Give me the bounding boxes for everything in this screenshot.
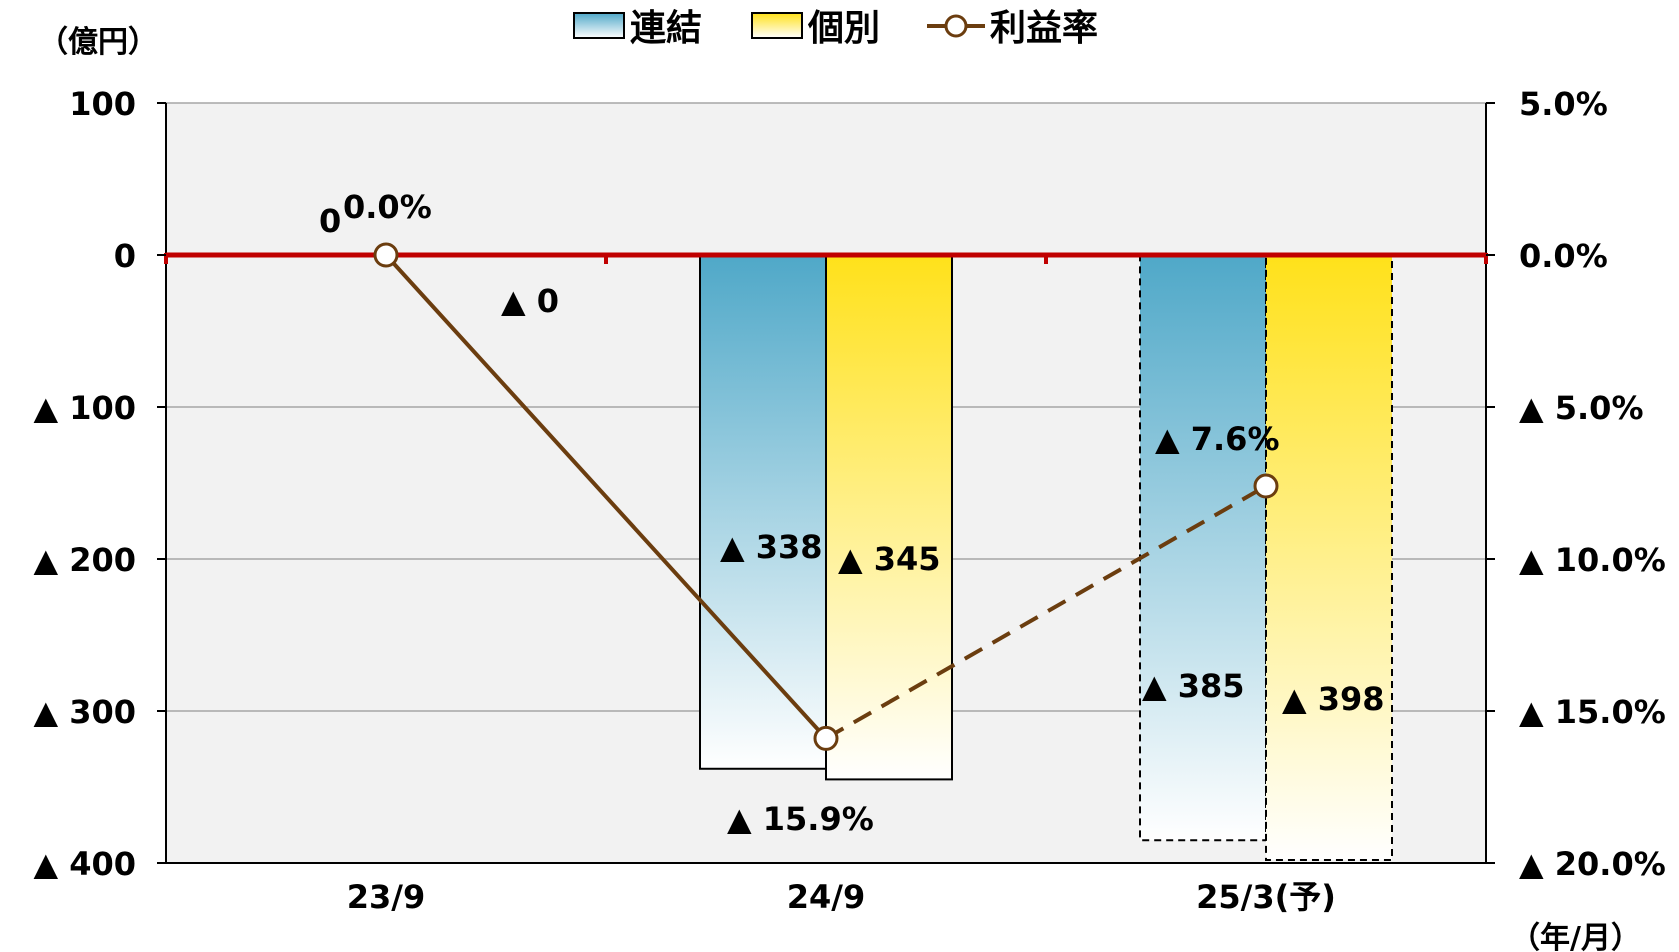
y-right-tick-label: ▲ 10.0%: [1519, 541, 1666, 579]
legend-marker-margin: [944, 14, 968, 38]
margin-label: 0.0%: [343, 188, 432, 226]
legend-label-consolidated: 連結: [630, 8, 702, 49]
bar-label-consolidated: ▲ 338: [720, 528, 823, 566]
y-right-tick-label: ▲ 5.0%: [1519, 389, 1644, 427]
y-left-tick-label: 100: [69, 85, 136, 123]
bar-label-consolidated: ▲ 385: [1142, 667, 1245, 705]
bar-label-standalone: ▲ 345: [838, 540, 941, 578]
y-right-tick-label: ▲ 20.0%: [1519, 845, 1666, 883]
x-unit-label: （年/月）: [1510, 921, 1641, 952]
margin-point: [813, 725, 839, 751]
legend-label-standalone: 個別: [807, 8, 880, 49]
x-tick-label: 24/9: [787, 878, 865, 916]
bar-standalone: [825, 254, 953, 781]
legend-swatch-consolidated: [573, 12, 625, 39]
margin-point: [373, 242, 399, 268]
margin-line-segment: [825, 484, 1267, 741]
y-left-tick-label: ▲ 100: [33, 389, 136, 427]
bar-standalone: [1265, 254, 1393, 861]
y-left-tick-label: 0: [114, 237, 136, 275]
legend: 連結 個別 利益率: [573, 8, 1098, 49]
x-tick-label: 25/3(予): [1196, 878, 1336, 916]
x-tick-label: 23/9: [347, 878, 425, 916]
y-right-tick-label: 5.0%: [1519, 85, 1608, 123]
y-right-tick-label: ▲ 15.0%: [1519, 693, 1666, 731]
margin-point: [1253, 473, 1279, 499]
y-right-tick-label: 0.0%: [1519, 237, 1608, 275]
data-labels: ▲ 0 ▲ 338 ▲ 385 0 ▲ 345 ▲ 398 0.0% ▲ 15.9% ▲ 7.6…: [319, 188, 1385, 838]
margin-line-segment: [384, 253, 828, 740]
y-left-tick-label: ▲ 200: [33, 541, 136, 579]
y-left-unit-label: （億円）: [38, 25, 158, 60]
bar-label-standalone: ▲ 398: [1282, 680, 1385, 718]
bar-consolidated: [1139, 254, 1267, 842]
tick-labels: 100 0 ▲ 100 ▲ 200 ▲ 300 ▲ 400 5.0% 0.0% ▲ 5.0% ▲ …: [33, 85, 1665, 916]
margin-label: ▲ 7.6%: [1155, 420, 1280, 458]
line-series: [373, 242, 1279, 751]
margin-label: ▲ 15.9%: [727, 800, 874, 838]
y-left-tick-label: ▲ 400: [33, 845, 136, 883]
legend-label-margin: 利益率: [990, 8, 1098, 49]
bar-label-standalone: 0: [319, 202, 341, 240]
legend-swatch-standalone: [751, 12, 803, 39]
bar-label-consolidated: ▲ 0: [501, 282, 559, 320]
bar-consolidated: [699, 254, 827, 770]
y-left-tick-label: ▲ 300: [33, 693, 136, 731]
